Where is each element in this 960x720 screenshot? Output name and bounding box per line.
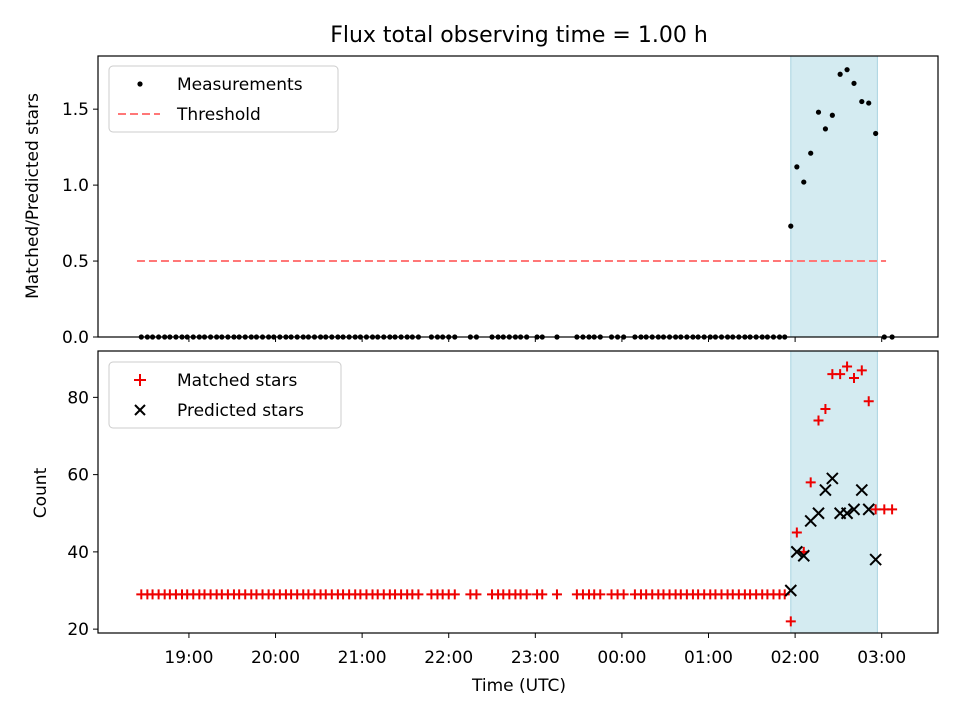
- matched-star-point: [813, 415, 824, 426]
- matched-star-point: [595, 589, 606, 600]
- y-tick-label: 1.0: [62, 176, 89, 196]
- chart-title: Flux total observing time = 1.00 h: [330, 23, 708, 48]
- legend-label-predicted: Predicted stars: [177, 401, 304, 421]
- predicted-star-point: [790, 545, 804, 559]
- matched-star-point: [842, 361, 853, 372]
- legend-marker-measurements: [137, 81, 143, 87]
- predicted-star-point: [855, 483, 869, 497]
- y-axis-label: Count: [31, 467, 51, 518]
- x-tick-label: 20:00: [251, 648, 300, 668]
- measurement-point: [829, 112, 835, 118]
- y-tick-label: 0.5: [62, 252, 89, 272]
- matched-star-point: [537, 589, 548, 600]
- measurement-point: [837, 71, 843, 77]
- axes-frame: [97, 55, 939, 338]
- legend-marker-matched: [134, 374, 146, 386]
- matched-star-point: [863, 396, 874, 407]
- legend-box: [108, 65, 339, 133]
- x-tick-label: 19:00: [164, 648, 213, 668]
- predicted-star-point: [812, 507, 825, 520]
- legend-label-matched: Matched stars: [177, 371, 297, 391]
- x-tick-label: 02:00: [771, 648, 820, 668]
- x-tick-label: 23:00: [511, 648, 560, 668]
- matched-star-point: [849, 373, 859, 384]
- matched-star-point: [785, 616, 796, 627]
- matched-star-point: [521, 589, 532, 600]
- legend-box: [108, 361, 342, 429]
- measurement-point: [822, 126, 829, 132]
- measurement-point: [844, 67, 850, 73]
- x-tick-label: 03:00: [857, 648, 906, 668]
- x-tick-label: 22:00: [424, 648, 473, 668]
- legend-marker-predicted: [134, 404, 146, 416]
- legend-label-measurements: Measurements: [177, 75, 303, 95]
- highlight-span: [790, 55, 878, 338]
- measurement-point: [859, 98, 865, 105]
- matched-star-point: [856, 365, 867, 376]
- predicted-star-point: [862, 503, 875, 516]
- predicted-star-point: [784, 584, 797, 597]
- y-tick-label: 20: [67, 620, 89, 640]
- measurement-point: [866, 100, 872, 106]
- predicted-star-point: [819, 483, 832, 497]
- x-tick-label: 21:00: [338, 648, 387, 668]
- legend: Matched stars Predicted stars: [108, 361, 342, 429]
- y-tick-label: 1.5: [62, 100, 89, 120]
- y-tick-label: 40: [67, 543, 89, 563]
- measurement-point: [815, 109, 822, 115]
- y-axis-label: Matched/Predicted stars: [23, 93, 43, 299]
- top-panel: 0.0 0.5 1.0 1.5 Flux total observing time =…: [23, 23, 939, 348]
- matched-star-point: [870, 504, 881, 515]
- measurement-point: [873, 130, 879, 137]
- matched-star-point: [820, 403, 831, 414]
- measurement-point: [801, 179, 807, 185]
- measurement-point: [851, 80, 857, 86]
- x-tick-label: 01:00: [684, 648, 733, 668]
- y-tick-label: 0.0: [62, 328, 89, 348]
- y-tick-label: 60: [67, 466, 89, 486]
- matched-star-point: [449, 589, 460, 600]
- predicted-star-point: [826, 472, 839, 485]
- axes-frame: [97, 350, 939, 634]
- legend-label-threshold: Threshold: [176, 105, 261, 125]
- matched-star-point: [618, 589, 629, 600]
- matched-star-point: [551, 589, 562, 600]
- x-tick-label: 00:00: [597, 648, 646, 668]
- matched-star-point: [791, 527, 802, 538]
- matched-star-point: [805, 477, 816, 488]
- legend: Measurements Threshold: [108, 65, 339, 133]
- matched-star-point: [887, 504, 898, 515]
- matched-star-point: [471, 589, 482, 600]
- measurement-point: [794, 164, 800, 170]
- measurement-point: [788, 223, 794, 229]
- y-tick-label: 80: [67, 388, 89, 408]
- x-axis-label: Time (UTC): [471, 676, 566, 696]
- predicted-star-point: [847, 503, 861, 516]
- predicted-star-point: [869, 553, 882, 566]
- bottom-panel: 20 40 60 80 19:00 20:00 21:00 22:00 23:00 00:00 0…: [31, 350, 939, 696]
- measurement-point: [808, 150, 814, 156]
- matched-star-point: [835, 369, 846, 380]
- predicted-star-point: [840, 507, 854, 520]
- predicted-star-point: [797, 549, 810, 562]
- matched-star-point: [413, 589, 424, 600]
